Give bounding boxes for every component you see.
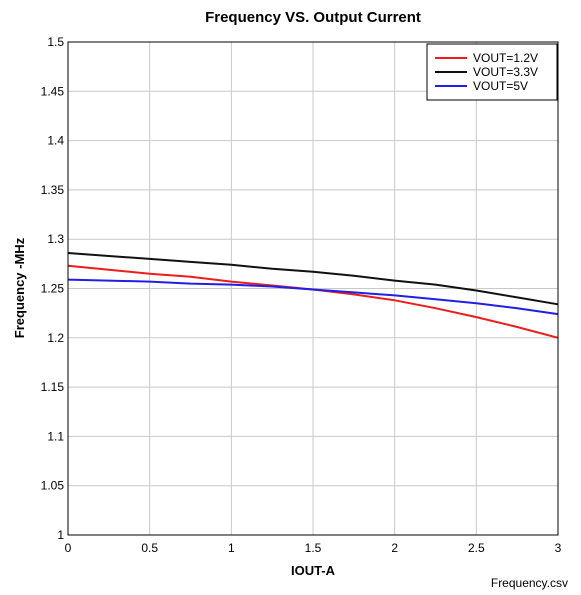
y-tick-label: 1.5 [47,35,64,49]
x-tick-label: 2.5 [468,541,485,555]
y-tick-label: 1.15 [41,380,65,394]
y-tick-label: 1.2 [47,331,64,345]
plot-frame [67,41,559,536]
x-tick-label: 0.5 [141,541,158,555]
y-axis-label: Frequency -MHz [12,237,27,338]
y-tick-label: 1.3 [47,232,64,246]
y-tick-label: 1.1 [47,429,64,443]
series-line-1 [67,252,559,306]
y-tick-label: 1.05 [41,479,65,493]
source-label: Frequency.csv [491,576,568,590]
legend-label-2: VOUT=5V [473,79,528,93]
y-tick-label: 1 [57,528,64,542]
x-tick-label: 3 [555,541,562,555]
y-tick-label: 1.35 [41,183,65,197]
y-tick-label: 1.4 [47,134,64,148]
chart-title: Frequency VS. Output Current [205,9,421,26]
x-tick-label: 0 [65,541,72,555]
x-tick-label: 1 [228,541,235,555]
x-axis-label: IOUT-A [291,563,336,578]
y-tick-label: 1.25 [41,282,65,296]
legend-label-0: VOUT=1.2V [473,51,538,65]
x-tick-label: 1.5 [305,541,322,555]
series-line-2 [67,278,559,316]
y-tick-label: 1.45 [41,84,65,98]
axis-ticks: 0 0.5 1 1.5 2 2.5 3 1 1.05 1.1 1.15 1.2 1.25 1.3 1.35 1… [41,35,562,555]
series-lines [67,252,559,339]
x-tick-label: 2 [391,541,398,555]
legend-label-1: VOUT=3.3V [473,65,538,79]
